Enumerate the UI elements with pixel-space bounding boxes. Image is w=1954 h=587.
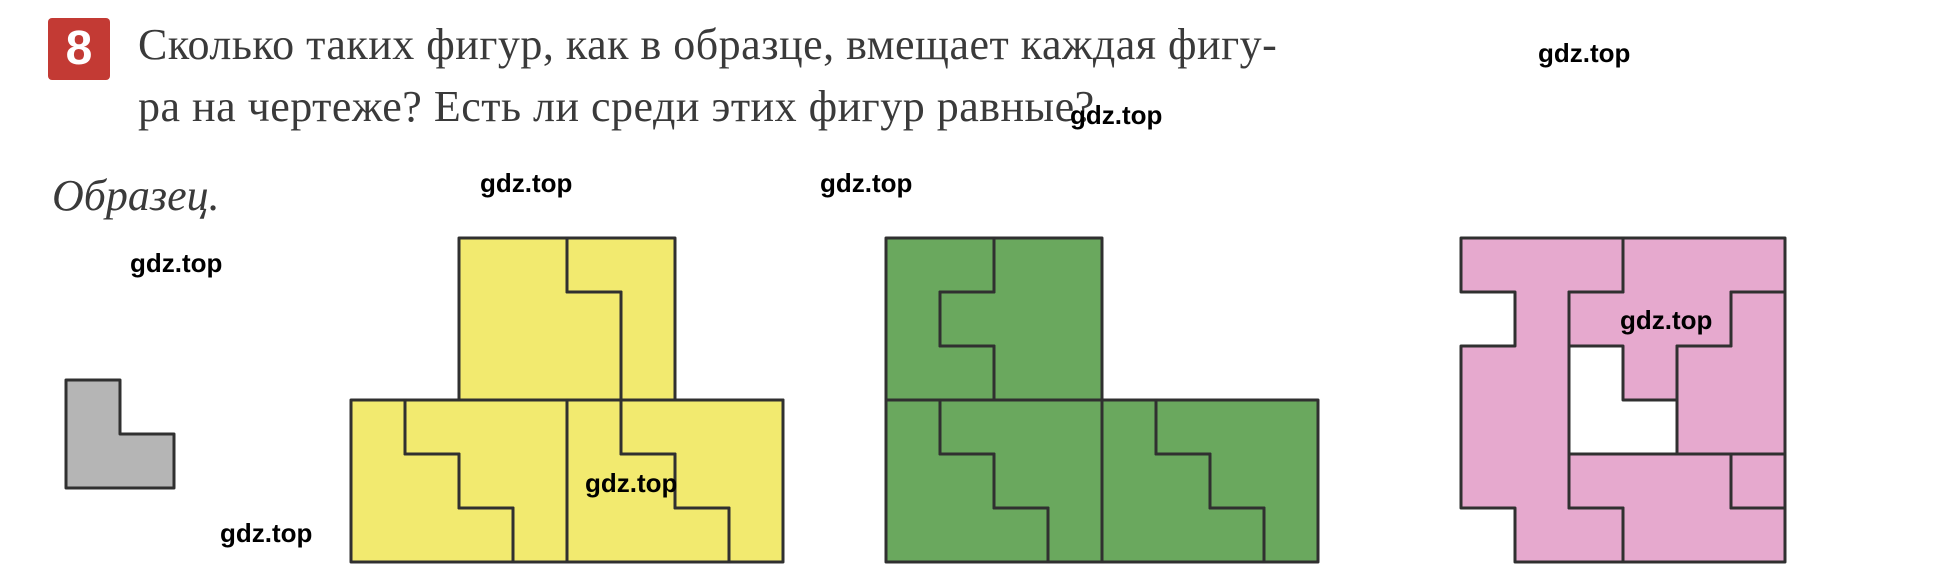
watermark: gdz.top [130, 248, 222, 279]
page-root: 8 Сколько таких фигур, как в образце, вм… [0, 0, 1954, 587]
watermark: gdz.top [820, 168, 912, 199]
watermark: gdz.top [220, 518, 312, 549]
sample-figure [60, 374, 190, 504]
watermark: gdz.top [480, 168, 572, 199]
question-text: Сколько таких фигур, как в образце, вмещ… [138, 14, 1914, 138]
yellow-figure [345, 232, 795, 572]
question-line-2: ра на чертеже? Есть ли среди этих фигур … [138, 82, 1095, 131]
green-figure [880, 232, 1330, 572]
problem-number-badge: 8 [48, 18, 110, 80]
sample-outline [66, 380, 174, 488]
pink-figure [1455, 232, 1805, 572]
question-line-1: Сколько таких фигур, как в образце, вмещ… [138, 20, 1277, 69]
sample-label: Образец. [52, 170, 220, 221]
